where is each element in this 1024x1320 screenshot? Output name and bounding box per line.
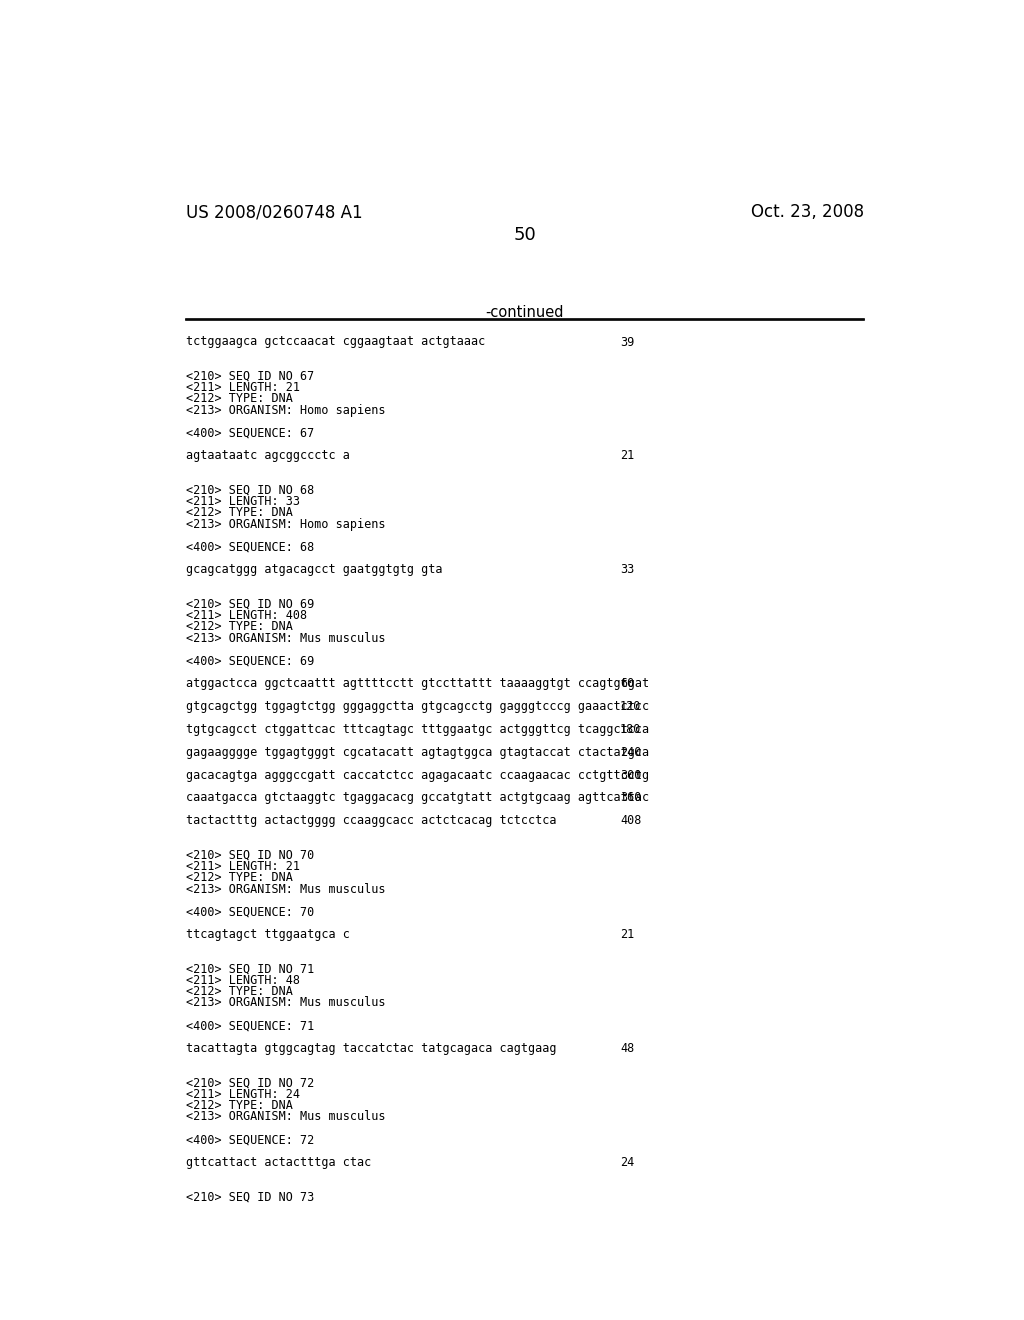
Text: 300: 300 xyxy=(621,768,641,781)
Text: tctggaagca gctccaacat cggaagtaat actgtaaac: tctggaagca gctccaacat cggaagtaat actgtaa… xyxy=(186,335,485,348)
Text: 360: 360 xyxy=(621,791,641,804)
Text: 50: 50 xyxy=(513,226,537,244)
Text: <213> ORGANISM: Mus musculus: <213> ORGANISM: Mus musculus xyxy=(186,997,386,1010)
Text: <211> LENGTH: 24: <211> LENGTH: 24 xyxy=(186,1088,300,1101)
Text: <210> SEQ ID NO 70: <210> SEQ ID NO 70 xyxy=(186,849,314,862)
Text: ttcagtagct ttggaatgca c: ttcagtagct ttggaatgca c xyxy=(186,928,350,941)
Text: 408: 408 xyxy=(621,814,641,828)
Text: -continued: -continued xyxy=(485,305,564,319)
Text: <213> ORGANISM: Mus musculus: <213> ORGANISM: Mus musculus xyxy=(186,632,386,644)
Text: <212> TYPE: DNA: <212> TYPE: DNA xyxy=(186,392,293,405)
Text: 48: 48 xyxy=(621,1041,635,1055)
Text: <212> TYPE: DNA: <212> TYPE: DNA xyxy=(186,1100,293,1111)
Text: 120: 120 xyxy=(621,700,641,713)
Text: <400> SEQUENCE: 72: <400> SEQUENCE: 72 xyxy=(186,1133,314,1146)
Text: 39: 39 xyxy=(621,335,635,348)
Text: 21: 21 xyxy=(621,450,635,462)
Text: <210> SEQ ID NO 69: <210> SEQ ID NO 69 xyxy=(186,598,314,611)
Text: <400> SEQUENCE: 71: <400> SEQUENCE: 71 xyxy=(186,1019,314,1032)
Text: 33: 33 xyxy=(621,564,635,577)
Text: <212> TYPE: DNA: <212> TYPE: DNA xyxy=(186,620,293,634)
Text: <400> SEQUENCE: 70: <400> SEQUENCE: 70 xyxy=(186,906,314,919)
Text: <210> SEQ ID NO 73: <210> SEQ ID NO 73 xyxy=(186,1191,314,1204)
Text: 24: 24 xyxy=(621,1156,635,1170)
Text: gacacagtga agggccgatt caccatctcc agagacaatc ccaagaacac cctgttcctg: gacacagtga agggccgatt caccatctcc agagaca… xyxy=(186,768,649,781)
Text: Oct. 23, 2008: Oct. 23, 2008 xyxy=(752,203,864,220)
Text: <211> LENGTH: 21: <211> LENGTH: 21 xyxy=(186,381,300,395)
Text: gtgcagctgg tggagtctgg gggaggctta gtgcagcctg gagggtcccg gaaactctcc: gtgcagctgg tggagtctgg gggaggctta gtgcagc… xyxy=(186,700,649,713)
Text: US 2008/0260748 A1: US 2008/0260748 A1 xyxy=(186,203,362,220)
Text: <211> LENGTH: 21: <211> LENGTH: 21 xyxy=(186,859,300,873)
Text: gagaagggge tggagtgggt cgcatacatt agtagtggca gtagtaccat ctactatgca: gagaagggge tggagtgggt cgcatacatt agtagtg… xyxy=(186,746,649,759)
Text: <211> LENGTH: 48: <211> LENGTH: 48 xyxy=(186,974,300,986)
Text: atggactcca ggctcaattt agttttcctt gtccttattt taaaaggtgt ccagtgtgat: atggactcca ggctcaattt agttttcctt gtcctta… xyxy=(186,677,649,690)
Text: tgtgcagcct ctggattcac tttcagtagc tttggaatgc actgggttcg tcaggctcca: tgtgcagcct ctggattcac tttcagtagc tttggaa… xyxy=(186,723,649,737)
Text: <212> TYPE: DNA: <212> TYPE: DNA xyxy=(186,871,293,884)
Text: 180: 180 xyxy=(621,723,641,737)
Text: 21: 21 xyxy=(621,928,635,941)
Text: gcagcatggg atgacagcct gaatggtgtg gta: gcagcatggg atgacagcct gaatggtgtg gta xyxy=(186,564,442,577)
Text: <213> ORGANISM: Homo sapiens: <213> ORGANISM: Homo sapiens xyxy=(186,404,386,417)
Text: <400> SEQUENCE: 67: <400> SEQUENCE: 67 xyxy=(186,426,314,440)
Text: <210> SEQ ID NO 71: <210> SEQ ID NO 71 xyxy=(186,962,314,975)
Text: <213> ORGANISM: Homo sapiens: <213> ORGANISM: Homo sapiens xyxy=(186,517,386,531)
Text: <400> SEQUENCE: 69: <400> SEQUENCE: 69 xyxy=(186,655,314,668)
Text: <213> ORGANISM: Mus musculus: <213> ORGANISM: Mus musculus xyxy=(186,883,386,895)
Text: <212> TYPE: DNA: <212> TYPE: DNA xyxy=(186,507,293,520)
Text: <210> SEQ ID NO 67: <210> SEQ ID NO 67 xyxy=(186,370,314,383)
Text: agtaataatc agcggccctc a: agtaataatc agcggccctc a xyxy=(186,450,350,462)
Text: <211> LENGTH: 408: <211> LENGTH: 408 xyxy=(186,609,307,622)
Text: tacattagta gtggcagtag taccatctac tatgcagaca cagtgaag: tacattagta gtggcagtag taccatctac tatgcag… xyxy=(186,1041,557,1055)
Text: <212> TYPE: DNA: <212> TYPE: DNA xyxy=(186,985,293,998)
Text: 240: 240 xyxy=(621,746,641,759)
Text: <211> LENGTH: 33: <211> LENGTH: 33 xyxy=(186,495,300,508)
Text: <210> SEQ ID NO 68: <210> SEQ ID NO 68 xyxy=(186,483,314,496)
Text: tactactttg actactgggg ccaaggcacc actctcacag tctcctca: tactactttg actactgggg ccaaggcacc actctca… xyxy=(186,814,557,828)
Text: <213> ORGANISM: Mus musculus: <213> ORGANISM: Mus musculus xyxy=(186,1110,386,1123)
Text: <400> SEQUENCE: 68: <400> SEQUENCE: 68 xyxy=(186,541,314,553)
Text: caaatgacca gtctaaggtc tgaggacacg gccatgtatt actgtgcaag agttcattac: caaatgacca gtctaaggtc tgaggacacg gccatgt… xyxy=(186,791,649,804)
Text: <210> SEQ ID NO 72: <210> SEQ ID NO 72 xyxy=(186,1076,314,1089)
Text: 60: 60 xyxy=(621,677,635,690)
Text: gttcattact actactttga ctac: gttcattact actactttga ctac xyxy=(186,1156,372,1170)
